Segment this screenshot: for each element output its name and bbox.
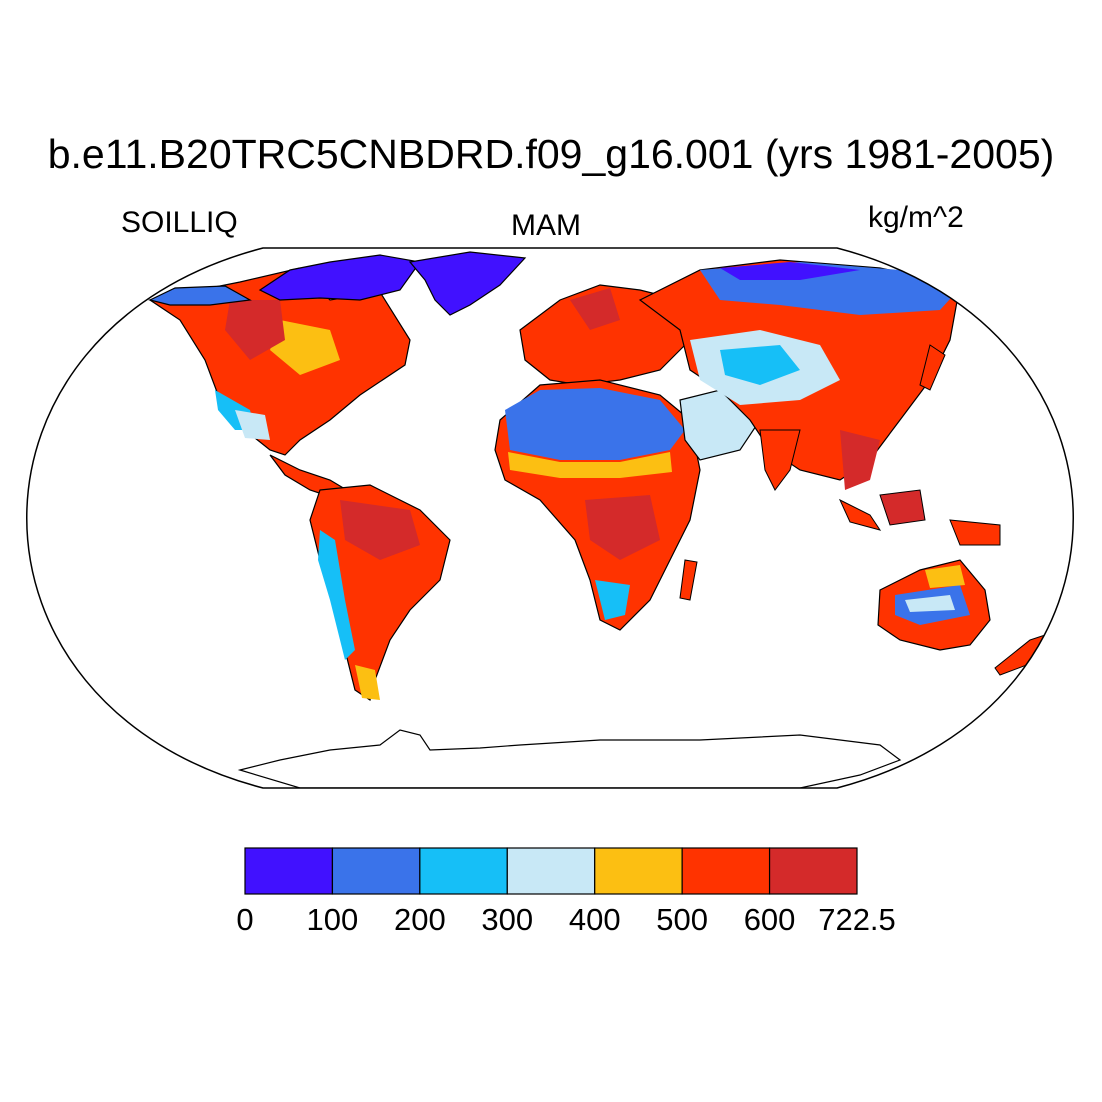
colorbar-swatch xyxy=(768,847,858,895)
new-zealand-region xyxy=(994,634,1046,676)
colorbar-swatch xyxy=(506,847,596,895)
colorbar-tick-label: 200 xyxy=(393,902,446,937)
arctic-canada-region xyxy=(258,254,422,301)
colorbar-tick-label: 400 xyxy=(568,902,621,937)
alaska-region xyxy=(148,285,252,306)
sahara-blue xyxy=(505,388,685,460)
colorbar-tick-label: 600 xyxy=(743,902,796,937)
north-america-canopy-orange xyxy=(270,320,340,375)
southeast-asia-dark-red xyxy=(840,430,880,490)
patagonia-orange xyxy=(355,665,380,700)
variable-label: SOILLIQ xyxy=(121,206,238,239)
units-label: kg/m^2 xyxy=(868,201,964,234)
colorbar-swatch xyxy=(594,847,683,895)
india-region xyxy=(759,429,801,491)
kalahari-blue xyxy=(595,580,630,620)
colorbar-tick-label: 500 xyxy=(656,902,709,937)
colorbar-tick-label: 100 xyxy=(306,902,359,937)
colorbar-tick-label: 300 xyxy=(481,902,534,937)
sumatra-region xyxy=(838,498,882,531)
australia-northern-orange xyxy=(925,565,965,588)
sahel-orange xyxy=(508,452,672,478)
colorbar-swatch xyxy=(681,847,771,895)
japan-region xyxy=(919,344,946,391)
colorbar xyxy=(244,847,858,895)
map-boundary xyxy=(26,247,1074,789)
colorbar-tick-label: 722.5 xyxy=(818,902,896,937)
australia-interior-pale xyxy=(905,595,955,612)
congo-dark-red xyxy=(585,495,660,560)
greenland-region xyxy=(408,251,527,316)
colorbar-tick-label: 0 xyxy=(236,902,254,937)
north-america-southwest-pale xyxy=(235,410,270,440)
new-guinea-region xyxy=(949,519,1001,546)
madagascar-region xyxy=(679,559,698,601)
colorbar-swatch xyxy=(331,847,421,895)
arctic-asia-indigo xyxy=(720,262,860,280)
colorbar-swatch xyxy=(419,847,508,895)
scandinavia-dark-red xyxy=(570,288,620,330)
colorbar-swatch xyxy=(244,847,334,895)
borneo-region xyxy=(879,489,926,526)
north-america-dark-red xyxy=(225,300,285,360)
amazon-dark-red xyxy=(340,500,420,560)
central-asia-blue xyxy=(720,345,800,385)
antarctica-outline xyxy=(237,729,902,788)
europe-region xyxy=(519,284,691,386)
land-field xyxy=(148,251,1046,788)
season-label: MAM xyxy=(511,209,581,242)
map-title: b.e11.B20TRC5CNBDRD.f09_g16.001 (yrs 198… xyxy=(47,131,1055,177)
andes-blue xyxy=(318,530,355,660)
